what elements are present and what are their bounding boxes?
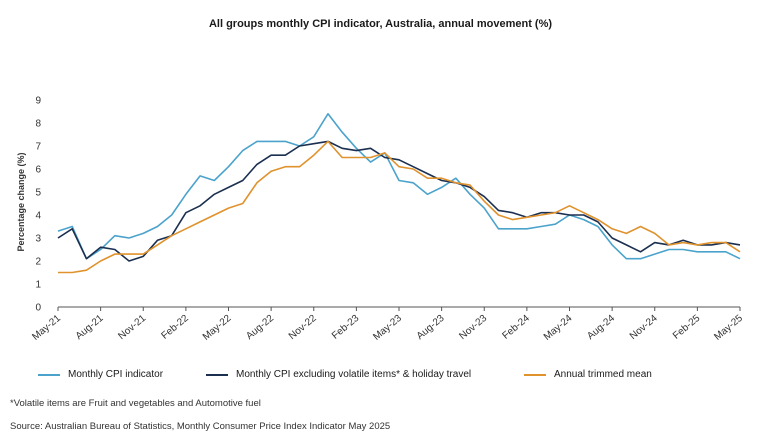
- x-tick-label: Aug-24: [585, 313, 617, 342]
- x-tick-label: Aug-22: [244, 313, 276, 342]
- y-tick-label: 1: [35, 280, 41, 291]
- x-tick-label: Feb-22: [159, 313, 191, 342]
- legend-label-monthly-cpi-excl: Monthly CPI excluding volatile items* & …: [236, 369, 472, 380]
- y-tick-label: 8: [35, 119, 41, 130]
- y-tick-label: 6: [35, 165, 41, 176]
- legend-item-trimmed-mean: Annual trimmed mean: [524, 369, 652, 380]
- x-tick-label: May-22: [201, 313, 234, 343]
- x-tick-label: Nov-24: [628, 313, 660, 342]
- legend-swatch-trimmed-mean: [524, 373, 546, 376]
- x-tick-label: May-24: [542, 313, 575, 343]
- series-lines: [57, 113, 741, 274]
- series-line-monthly-cpi: [57, 113, 741, 260]
- x-tick-label: Feb-23: [330, 313, 362, 342]
- x-tick-label: Aug-21: [74, 313, 106, 342]
- x-axis: May-21 Aug-21 Nov-21 Feb-22 May-22 Aug-22 Nov-…: [30, 306, 745, 343]
- x-tick-label: May-21: [30, 313, 63, 343]
- legend-swatch-monthly-cpi: [38, 373, 60, 376]
- y-axis-label: Percentage change (%): [16, 152, 26, 251]
- legend-label-monthly-cpi: Monthly CPI indicator: [68, 369, 164, 380]
- footnote-volatile-items: *Volatile items are Fruit and vegetables…: [10, 398, 261, 409]
- x-tick-label: Feb-25: [671, 313, 703, 342]
- y-axis: 0 1 2 3 4 5 6 7 8 9: [35, 96, 41, 314]
- legend-label-trimmed-mean: Annual trimmed mean: [554, 369, 652, 380]
- y-tick-label: 7: [35, 142, 41, 153]
- y-tick-label: 5: [35, 188, 41, 199]
- series-line-trimmed-mean: [58, 140, 741, 274]
- x-tick-label: Nov-21: [116, 313, 148, 342]
- y-tick-label: 0: [35, 303, 41, 314]
- chart-title: All groups monthly CPI indicator, Austra…: [208, 18, 553, 30]
- x-tick-label: Nov-23: [457, 313, 489, 342]
- y-tick-label: 3: [35, 234, 41, 245]
- x-tick-label: Aug-23: [415, 313, 447, 342]
- x-tick-label: May-23: [371, 313, 404, 343]
- x-tick-label: May-25: [712, 313, 745, 343]
- footnote-source: Source: Australian Bureau of Statistics,…: [10, 421, 391, 432]
- legend-swatch-monthly-cpi-excl: [206, 373, 228, 376]
- x-tick-label: Feb-24: [500, 313, 532, 342]
- y-tick-label: 9: [35, 96, 41, 107]
- legend: Monthly CPI indicator Monthly CPI exclud…: [0, 369, 761, 383]
- legend-item-monthly-cpi-excl: Monthly CPI excluding volatile items* & …: [206, 369, 471, 380]
- x-tick-label: Nov-22: [287, 313, 319, 342]
- legend-item-monthly-cpi: Monthly CPI indicator: [38, 369, 163, 380]
- y-tick-label: 4: [35, 211, 41, 222]
- y-tick-label: 2: [35, 257, 41, 268]
